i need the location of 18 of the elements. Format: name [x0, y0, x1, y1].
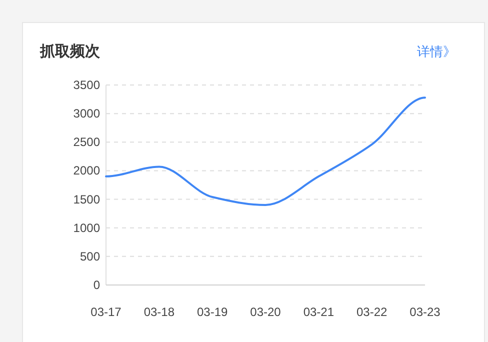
y-tick-label: 1000: [73, 220, 100, 235]
y-tick-label: 500: [80, 249, 100, 264]
x-tick-label: 03-21: [303, 305, 334, 319]
x-tick-label: 03-17: [90, 305, 122, 319]
text: 详情》: [417, 44, 456, 59]
y-tick-label: 3500: [73, 78, 100, 92]
chart-title: 抓取频次: [39, 43, 101, 60]
x-tick-label: 03-22: [356, 305, 388, 319]
y-tick-label: 2000: [73, 164, 100, 178]
y-tick-label: 2500: [73, 135, 100, 150]
y-tick-label: 1500: [73, 192, 100, 206]
x-tick-label: 03-20: [250, 305, 282, 319]
y-tick-label: 3000: [73, 106, 100, 121]
line-series: [105, 96, 426, 206]
x-tick-label: 03-18: [144, 305, 175, 319]
x-tick-label: 03-23: [410, 305, 441, 319]
x-tick-label: 03-19: [196, 305, 228, 319]
y-tick-label: 0: [93, 278, 100, 292]
